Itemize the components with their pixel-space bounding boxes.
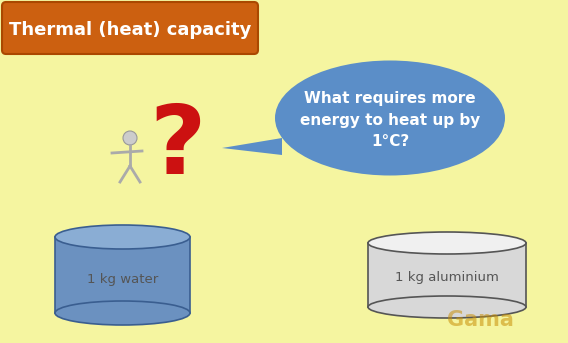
FancyBboxPatch shape — [2, 2, 258, 54]
Text: ?: ? — [150, 102, 206, 194]
Ellipse shape — [275, 60, 505, 176]
Ellipse shape — [368, 232, 526, 254]
Bar — [55, 237, 190, 313]
Ellipse shape — [55, 301, 190, 325]
Polygon shape — [222, 138, 282, 155]
Text: Thermal (heat) capacity: Thermal (heat) capacity — [9, 21, 251, 39]
Ellipse shape — [368, 296, 526, 318]
Text: Gama: Gama — [446, 310, 513, 330]
Text: What requires more
energy to heat up by
1°C?: What requires more energy to heat up by … — [300, 92, 480, 149]
Ellipse shape — [55, 225, 190, 249]
Text: 1 kg water: 1 kg water — [87, 272, 158, 285]
Bar — [368, 243, 526, 307]
Circle shape — [123, 131, 137, 145]
Text: 1 kg aluminium: 1 kg aluminium — [395, 271, 499, 284]
